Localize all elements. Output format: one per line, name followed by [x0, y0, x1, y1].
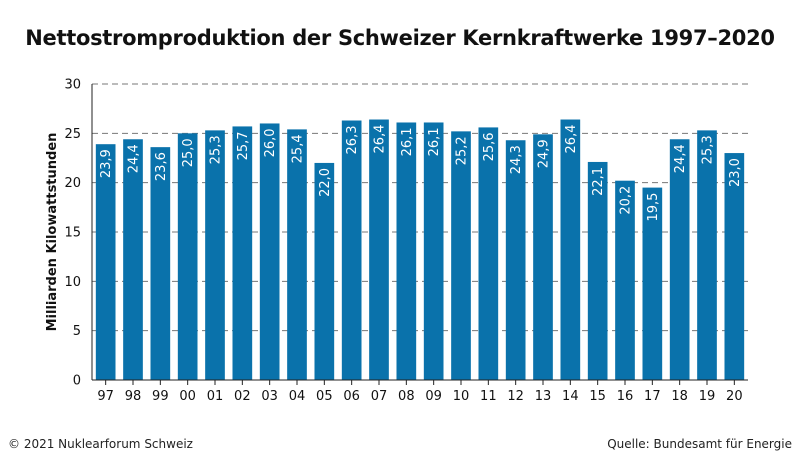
x-tick-label: 09: [425, 389, 442, 404]
x-tick-label: 13: [535, 389, 552, 404]
x-tick-label: 98: [125, 389, 142, 404]
bar: [232, 126, 253, 380]
x-tick-label: 97: [97, 389, 114, 404]
bar-value-label: 25,0: [181, 138, 196, 167]
x-tick-label: 10: [453, 389, 470, 404]
bar-value-label: 26,0: [263, 128, 278, 157]
bar-value-label: 24,4: [673, 144, 688, 173]
bar: [150, 147, 171, 380]
bar: [341, 120, 362, 381]
x-tick-label: 14: [562, 389, 579, 404]
bar: [423, 122, 444, 380]
x-tick-label: 00: [179, 389, 196, 404]
x-tick-label: 06: [343, 389, 360, 404]
x-tick-label: 04: [289, 389, 306, 404]
copyright-text: © 2021 Nuklearforum Schweiz: [8, 437, 193, 451]
bar: [369, 119, 389, 381]
bar: [560, 119, 581, 381]
y-tick-label: 30: [64, 78, 81, 93]
bar-value-label: 25,7: [236, 131, 251, 160]
source-text: Quelle: Bundesamt für Energie: [607, 437, 792, 451]
bar-value-label: 25,3: [209, 135, 224, 164]
bar: [478, 127, 499, 380]
bar-value-label: 26,1: [400, 127, 415, 156]
bar: [505, 140, 526, 380]
bar: [177, 133, 198, 380]
bar-value-label: 26,4: [564, 125, 579, 154]
x-tick-label: 02: [234, 389, 251, 404]
x-tick-label: 15: [589, 389, 606, 404]
bar: [533, 134, 553, 380]
y-tick-label: 10: [64, 275, 81, 290]
x-tick-label: 17: [644, 389, 661, 404]
x-tick-label: 05: [316, 389, 333, 404]
x-tick-label: 20: [726, 389, 743, 404]
bar-value-label: 25,3: [701, 135, 716, 164]
bar-value-label: 24,3: [509, 145, 524, 174]
bar-value-label: 22,1: [591, 167, 606, 196]
y-tick-label: 5: [73, 324, 81, 339]
bar-value-label: 24,9: [537, 139, 552, 168]
bar-value-label: 26,4: [373, 125, 388, 154]
x-tick-label: 11: [480, 389, 497, 404]
bar: [587, 161, 608, 380]
y-axis-label: Milliarden Kilowattstunden: [45, 133, 60, 332]
chart-title: Nettostromproduktion der Schweizer Kernk…: [25, 26, 775, 50]
x-tick-label: 12: [507, 389, 524, 404]
bar: [724, 153, 745, 380]
bar-value-label: 23,0: [728, 158, 743, 187]
x-tick-label: 19: [699, 389, 716, 404]
x-tick-label: 99: [152, 389, 169, 404]
bar-value-label: 26,3: [345, 126, 360, 155]
bar: [123, 139, 143, 380]
bar: [205, 130, 225, 380]
bar-value-label: 24,4: [127, 144, 142, 173]
bar: [697, 130, 717, 380]
bar: [287, 129, 307, 380]
bar-value-label: 23,6: [154, 152, 169, 181]
bar-value-label: 26,1: [427, 127, 442, 156]
bar-value-label: 25,4: [291, 134, 306, 163]
bar: [314, 162, 335, 380]
bar-value-label: 25,6: [482, 132, 497, 161]
x-tick-label: 07: [371, 389, 388, 404]
bar: [669, 139, 690, 380]
bar: [396, 122, 417, 380]
y-tick-label: 15: [64, 226, 81, 241]
bar: [259, 123, 280, 380]
y-tick-label: 20: [64, 176, 81, 191]
x-tick-label: 01: [207, 389, 224, 404]
x-tick-label: 08: [398, 389, 415, 404]
bars: 23,9 24,4 23,6 25,0 25,3 25,7 26,0 25,4 22,0 26,3…: [95, 119, 745, 381]
bar: [95, 144, 116, 380]
bar: [615, 180, 635, 380]
bar-value-label: 20,2: [619, 186, 634, 215]
bar-value-label: 25,2: [455, 136, 470, 165]
y-tick-label: 0: [73, 374, 81, 389]
x-tick-label: 16: [617, 389, 634, 404]
bar: [451, 131, 471, 380]
bar-value-label: 19,5: [646, 193, 661, 222]
x-tick-label: 03: [261, 389, 278, 404]
bar-value-label: 23,9: [99, 149, 114, 178]
bar: [642, 187, 663, 380]
x-tick-label: 18: [671, 389, 688, 404]
y-tick-label: 25: [64, 127, 81, 142]
bar-value-label: 22,0: [318, 168, 333, 197]
